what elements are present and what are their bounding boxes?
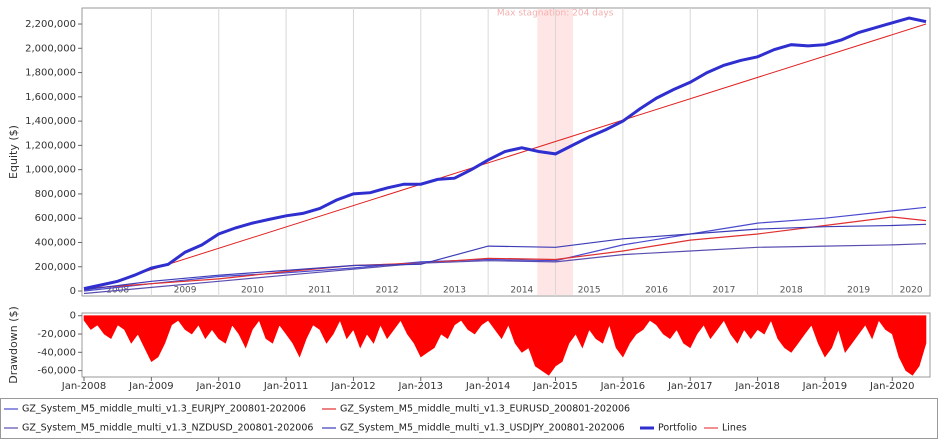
x-tick-label: Jan-2009 (128, 381, 173, 392)
x-tick-label: Jan-2016 (600, 381, 645, 392)
y-tick-label: -20,000 (37, 329, 76, 340)
y-tick-label: -60,000 (37, 366, 76, 377)
x-tick-label: 2013 (443, 286, 466, 296)
y-tick-label: 0 (70, 311, 76, 322)
x-tick-label: Jan-2017 (667, 381, 712, 392)
x-tick-label: Jan-2011 (263, 381, 308, 392)
y-tick-label: 1,800,000 (25, 68, 76, 79)
x-tick-label: 2017 (712, 286, 735, 296)
y-tick-label: 1,400,000 (25, 116, 76, 127)
series-line (83, 206, 927, 292)
x-tick-label: 2010 (241, 286, 264, 296)
y-tick-label: 1,200,000 (25, 140, 76, 151)
x-tick-label: Jan-2013 (398, 381, 443, 392)
y-tick-label: 0 (70, 286, 76, 297)
x-tick-label: Jan-2020 (869, 381, 914, 392)
series-line (83, 23, 927, 292)
x-tick-label: 2012 (376, 286, 399, 296)
legend-frame (0, 398, 938, 439)
x-tick-label: Jan-2008 (61, 381, 106, 392)
x-tick-label: 2009 (174, 286, 197, 296)
x-tick-label: 2016 (645, 286, 668, 296)
x-tick-label: Jan-2010 (195, 381, 240, 392)
legend-label: Portfolio (658, 423, 697, 434)
y-tick-label: 400,000 (35, 237, 76, 248)
x-tick-label: Jan-2015 (532, 381, 577, 392)
x-tick-label: 2015 (578, 286, 601, 296)
x-tick-label: 2018 (780, 286, 803, 296)
x-tick-label: Jan-2018 (734, 381, 779, 392)
x-tick-label: Jan-2014 (465, 381, 510, 392)
y-tick-label: -40,000 (37, 347, 76, 358)
x-tick-label: Jan-2012 (330, 381, 375, 392)
x-tick-label: 2011 (308, 286, 331, 296)
y-tick-label: 1,000,000 (25, 165, 76, 176)
y-tick-label: 200,000 (35, 262, 76, 273)
y-tick-label: 1,600,000 (25, 92, 76, 103)
x-tick-label: Jan-2019 (802, 381, 847, 392)
legend-label: GZ_System_M5_middle_multi_v1.3_NZDUSD_20… (22, 423, 313, 434)
y-axis-label: Drawdown ($) (7, 306, 20, 384)
y-tick-label: 600,000 (35, 213, 76, 224)
series-line (83, 16, 927, 291)
legend-label: Lines (722, 423, 747, 434)
y-tick-label: 800,000 (35, 189, 76, 200)
legend-label: GZ_System_M5_middle_multi_v1.3_EURJPY_20… (22, 404, 306, 415)
legend-label: GZ_System_M5_middle_multi_v1.3_USDJPY_20… (340, 423, 625, 434)
y-tick-label: 2,200,000 (25, 19, 76, 30)
y-tick-label: 2,000,000 (25, 43, 76, 54)
x-tick-label: 2014 (510, 286, 533, 296)
series-line (83, 223, 927, 291)
drawdown-area (83, 315, 927, 376)
x-tick-label: 2020 (900, 286, 923, 296)
legend-label: GZ_System_M5_middle_multi_v1.3_EURUSD_20… (340, 404, 630, 415)
series-line (83, 243, 927, 295)
x-tick-label: 2019 (847, 286, 870, 296)
y-axis-label: Equity ($) (7, 125, 20, 179)
